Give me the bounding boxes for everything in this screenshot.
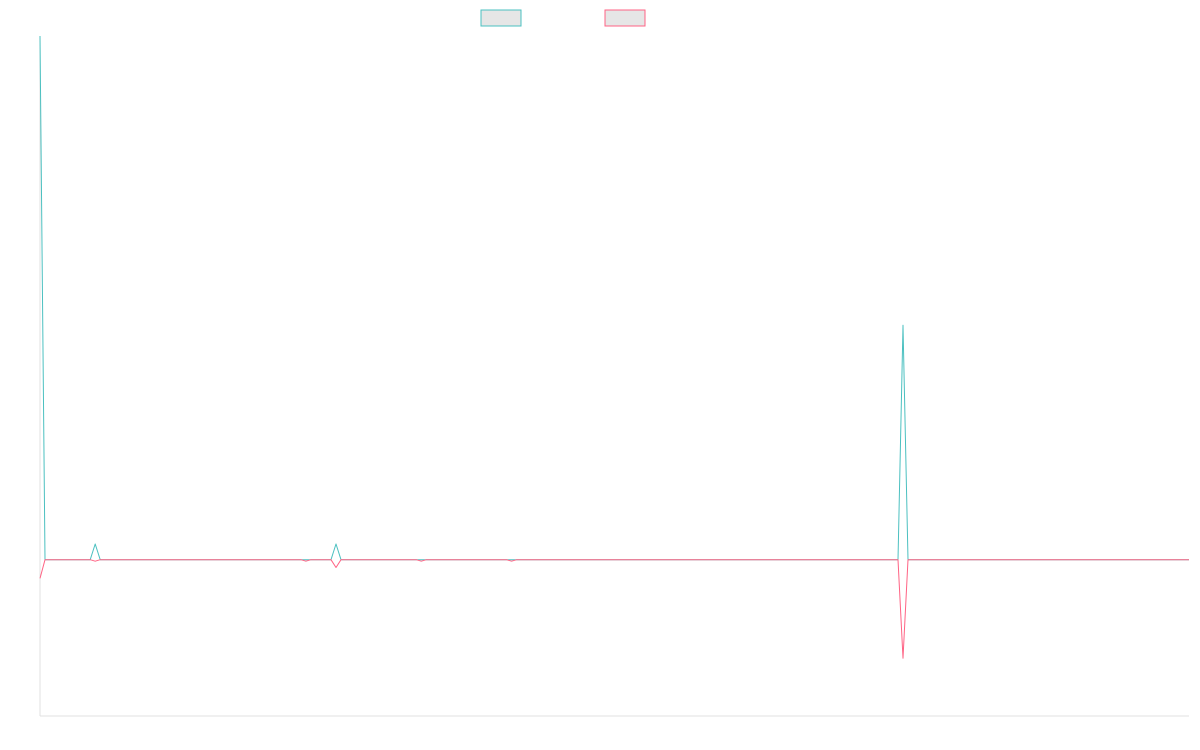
plot-area	[39, 35, 1189, 659]
legend-item-2	[604, 9, 646, 27]
legend-item-1	[480, 9, 522, 27]
series-line-1	[39, 35, 1189, 561]
axes	[39, 36, 1189, 717]
legend	[480, 9, 646, 27]
legend-swatch-2	[604, 9, 646, 27]
series-line-2	[39, 559, 1189, 659]
legend-swatch-1	[480, 9, 522, 27]
